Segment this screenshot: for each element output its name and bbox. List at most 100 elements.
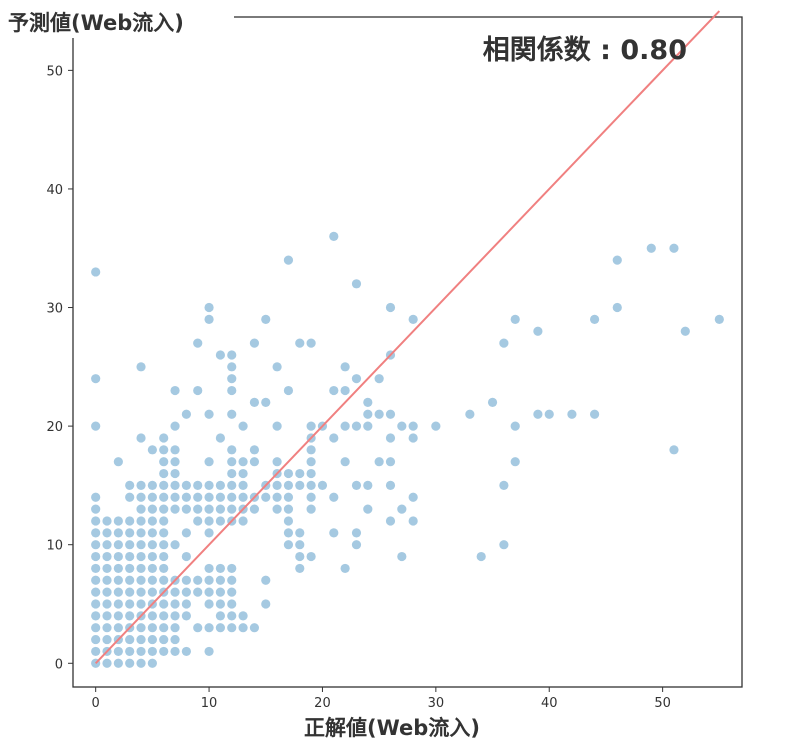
scatter-point xyxy=(125,587,135,597)
scatter-point xyxy=(612,302,622,313)
scatter-point xyxy=(159,599,169,609)
scatter-point xyxy=(147,646,157,657)
scatter-point xyxy=(295,480,305,491)
scatter-point xyxy=(91,528,101,538)
scatter-point xyxy=(227,350,237,360)
scatter-point xyxy=(306,468,316,479)
scatter-point xyxy=(136,551,146,562)
scatter-point xyxy=(227,480,237,491)
scatter-point xyxy=(159,551,169,562)
scatter-point xyxy=(283,540,294,550)
scatter-point xyxy=(385,480,396,491)
scatter-point xyxy=(249,623,260,633)
scatter-point xyxy=(91,646,101,657)
scatter-point xyxy=(102,634,112,645)
scatter-point xyxy=(295,338,305,348)
scatter-point xyxy=(102,551,112,562)
scatter-point xyxy=(351,421,362,431)
scatter-point xyxy=(136,528,146,538)
scatter-point xyxy=(397,551,407,562)
scatter-point xyxy=(714,314,724,324)
scatter-point xyxy=(215,575,226,585)
scatter-point xyxy=(283,468,294,479)
scatter-point xyxy=(102,587,112,597)
scatter-point xyxy=(499,338,509,348)
scatter-point xyxy=(589,314,600,324)
scatter-point xyxy=(272,492,282,502)
scatter-point xyxy=(159,516,169,526)
scatter-point xyxy=(147,551,157,562)
scatter-point xyxy=(408,492,418,502)
scatter-point xyxy=(113,611,123,621)
scatter-point xyxy=(306,338,316,348)
scatter-point xyxy=(125,646,135,657)
scatter-point xyxy=(238,623,248,633)
scatter-point xyxy=(227,623,237,633)
scatter-point xyxy=(159,634,169,645)
scatter-point xyxy=(159,480,169,491)
scatter-points xyxy=(91,231,724,668)
scatter-point xyxy=(215,504,226,514)
scatter-point xyxy=(238,492,248,502)
scatter-point xyxy=(159,646,169,657)
scatter-point xyxy=(102,611,112,621)
scatter-point xyxy=(193,480,203,491)
scatter-point xyxy=(136,516,146,526)
scatter-point xyxy=(159,433,169,443)
scatter-point xyxy=(204,409,214,419)
scatter-point xyxy=(91,267,101,277)
scatter-point xyxy=(193,587,203,597)
scatter-point xyxy=(340,385,350,396)
scatter-point xyxy=(181,480,191,491)
scatter-point xyxy=(204,623,214,633)
scatter-point xyxy=(159,445,169,455)
scatter-point xyxy=(102,516,112,526)
scatter-point xyxy=(249,504,260,514)
scatter-point xyxy=(272,480,282,491)
scatter-point xyxy=(136,540,146,550)
scatter-point xyxy=(227,445,237,455)
scatter-point xyxy=(170,646,180,657)
scatter-point xyxy=(113,528,123,538)
scatter-point xyxy=(147,480,157,491)
x-tick-label: 10 xyxy=(201,696,218,711)
scatter-point xyxy=(283,480,294,491)
scatter-point xyxy=(431,421,441,431)
scatter-point xyxy=(170,421,180,431)
scatter-point xyxy=(204,492,214,502)
scatter-point xyxy=(91,540,101,550)
scatter-point xyxy=(113,599,123,609)
scatter-point xyxy=(193,338,203,348)
scatter-point xyxy=(567,409,577,419)
scatter-point xyxy=(295,540,305,550)
scatter-point xyxy=(91,563,101,574)
scatter-point xyxy=(385,433,396,443)
scatter-point xyxy=(261,314,271,324)
scatter-point xyxy=(351,480,362,491)
scatter-point xyxy=(181,551,191,562)
scatter-point xyxy=(680,326,690,336)
diagonal-reference-line xyxy=(94,10,721,664)
scatter-point xyxy=(113,563,123,574)
scatter-point xyxy=(181,599,191,609)
scatter-point xyxy=(181,409,191,419)
scatter-point xyxy=(136,587,146,597)
scatter-point xyxy=(136,563,146,574)
scatter-point xyxy=(283,504,294,514)
scatter-point xyxy=(125,480,135,491)
scatter-point xyxy=(193,623,203,633)
scatter-point xyxy=(306,421,316,431)
scatter-point xyxy=(113,516,123,526)
scatter-point xyxy=(159,468,169,479)
scatter-point xyxy=(283,492,294,502)
scatter-point xyxy=(147,587,157,597)
scatter-point xyxy=(113,457,123,467)
scatter-point xyxy=(408,516,418,526)
scatter-point xyxy=(102,540,112,550)
scatter-point xyxy=(91,504,101,514)
scatter-point xyxy=(91,551,101,562)
scatter-point xyxy=(476,551,486,562)
scatter-point xyxy=(227,599,237,609)
scatter-point xyxy=(170,480,180,491)
